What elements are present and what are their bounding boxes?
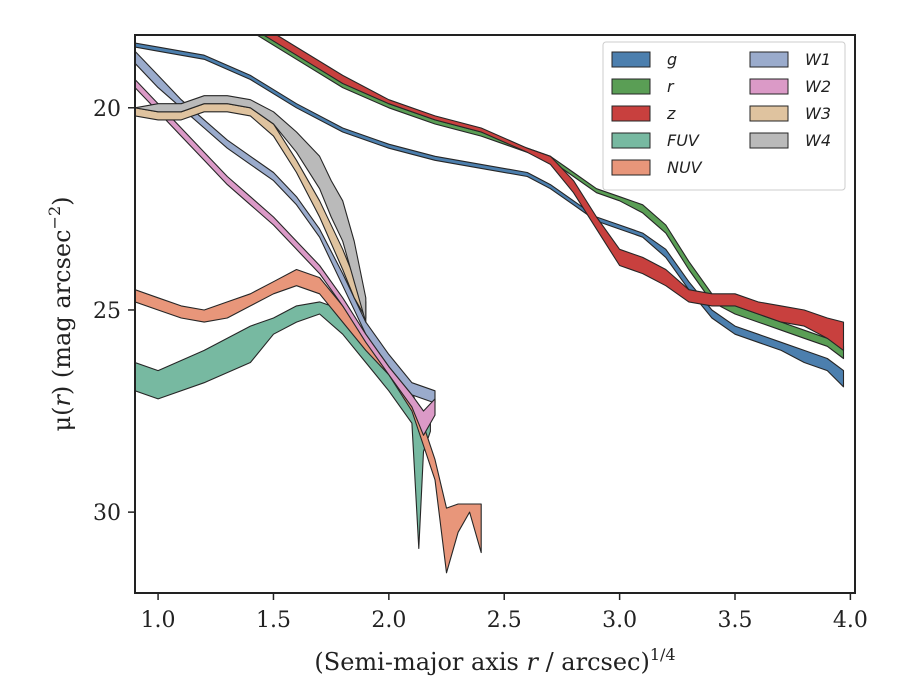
- legend-item-fuv: FUV: [611, 131, 700, 150]
- legend-item-w1: W1: [749, 50, 831, 69]
- legend-item-nuv: NUV: [611, 158, 703, 177]
- legend-item-w4: W4: [749, 131, 831, 150]
- legend: grz FUV NUV W1 W2 W3 W4: [602, 41, 846, 191]
- y-axis: 20 25 30: [93, 97, 135, 526]
- y-axis-label: μ(r) (mag arcsec−2): [45, 196, 76, 431]
- legend-swatch: [749, 51, 789, 68]
- x-axis-label: (Semi-major axis r / arcsec)1/4: [314, 645, 675, 676]
- legend-item-g: g: [611, 50, 677, 69]
- legend-swatch: [611, 78, 651, 95]
- y-tick-label: 25: [93, 299, 121, 324]
- x-axis: 1.0 1.5 2.0 2.5 3.0 3.5 4.0: [141, 593, 868, 633]
- legend-item-r: r: [611, 77, 675, 96]
- legend-label: W4: [805, 131, 831, 150]
- legend-label: g: [667, 50, 677, 69]
- legend-item-w3: W3: [749, 104, 831, 123]
- y-tick-label: 20: [93, 97, 121, 122]
- legend-item-z: z: [611, 104, 676, 123]
- legend-swatch: [749, 78, 789, 95]
- series-band-nuv: [135, 268, 482, 574]
- series-layer: [135, 35, 845, 574]
- legend-swatch: [611, 105, 651, 122]
- x-tick-label: 2.0: [371, 608, 406, 633]
- legend-label: W2: [805, 77, 831, 96]
- x-tick-label: 1.5: [256, 608, 291, 633]
- x-tick-label: 1.0: [141, 608, 176, 633]
- legend-label: r: [667, 77, 675, 96]
- series-band-fuv: [135, 301, 431, 550]
- plot-frame: [134, 34, 856, 594]
- legend-swatch: [611, 51, 651, 68]
- series-band-g: [135, 42, 845, 388]
- x-tick-label: 2.5: [487, 608, 522, 633]
- legend-swatch: [611, 159, 651, 176]
- legend-label: W3: [805, 104, 831, 123]
- y-tick-label: 30: [93, 501, 121, 526]
- legend-label: FUV: [667, 131, 700, 150]
- legend-item-w2: W2: [749, 77, 831, 96]
- legend-label: z: [666, 104, 676, 123]
- series-band-w4: [135, 95, 367, 323]
- x-tick-label: 3.5: [718, 608, 753, 633]
- legend-label: W1: [805, 50, 831, 69]
- legend-swatch: [611, 132, 651, 149]
- legend-swatch: [749, 105, 789, 122]
- x-tick-label: 3.0: [602, 608, 637, 633]
- series-band-z: [262, 35, 845, 351]
- legend-swatch: [749, 132, 789, 149]
- x-tick-label: 4.0: [833, 608, 868, 633]
- legend-label: NUV: [667, 158, 703, 177]
